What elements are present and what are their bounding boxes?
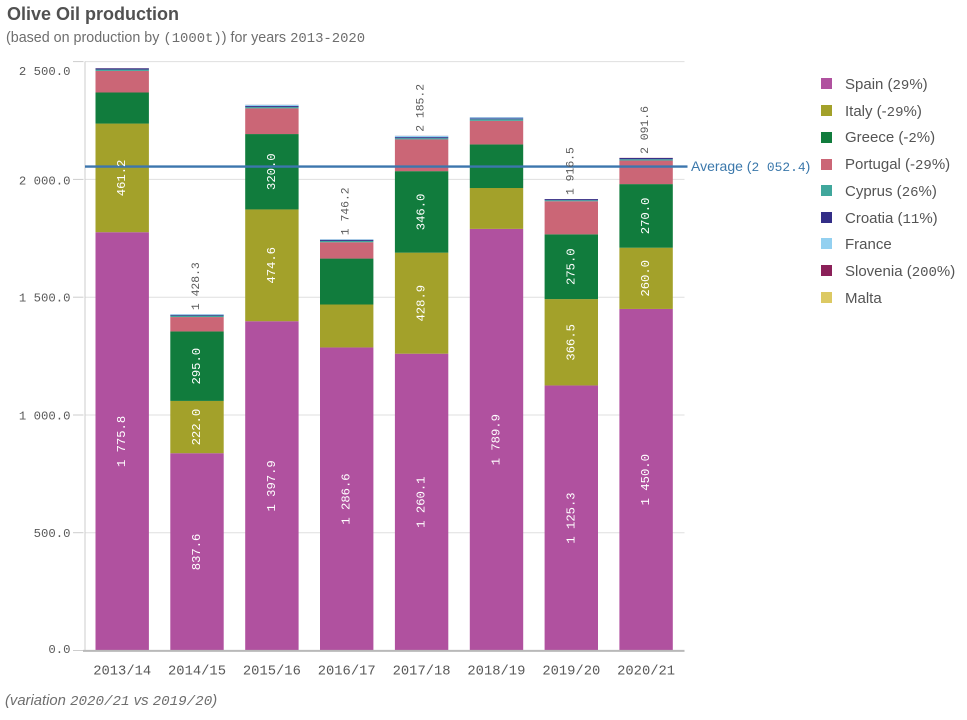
svg-text:428.9: 428.9 bbox=[415, 285, 429, 322]
svg-text:0.0: 0.0 bbox=[48, 643, 70, 657]
svg-text:275.0: 275.0 bbox=[564, 248, 578, 285]
svg-text:500.0: 500.0 bbox=[34, 527, 71, 541]
svg-text:1 397.9: 1 397.9 bbox=[265, 460, 279, 511]
svg-text:2 500.0: 2 500.0 bbox=[19, 65, 71, 79]
svg-text:260.0: 260.0 bbox=[639, 260, 653, 297]
svg-text:1 450.0: 1 450.0 bbox=[639, 454, 653, 505]
svg-text:2 000.0: 2 000.0 bbox=[19, 175, 71, 189]
svg-text:346.0: 346.0 bbox=[415, 194, 429, 231]
svg-text:1 125.3: 1 125.3 bbox=[564, 492, 578, 543]
svg-text:1 775.8: 1 775.8 bbox=[115, 416, 129, 467]
svg-text:2013/14: 2013/14 bbox=[93, 664, 151, 680]
svg-text:1 286.6: 1 286.6 bbox=[340, 473, 354, 524]
svg-text:474.6: 474.6 bbox=[265, 247, 279, 284]
svg-text:2016/17: 2016/17 bbox=[318, 664, 376, 680]
svg-text:2014/15: 2014/15 bbox=[168, 664, 226, 680]
svg-text:270.0: 270.0 bbox=[639, 198, 653, 235]
svg-text:366.5: 366.5 bbox=[564, 324, 578, 361]
svg-text:2018/19: 2018/19 bbox=[467, 664, 525, 680]
svg-text:2017/18: 2017/18 bbox=[393, 664, 451, 680]
svg-text:295.0: 295.0 bbox=[190, 348, 204, 385]
svg-text:1 746.2: 1 746.2 bbox=[341, 187, 353, 235]
svg-text:1 428.3: 1 428.3 bbox=[191, 262, 203, 310]
svg-text:1 500.0: 1 500.0 bbox=[19, 292, 71, 306]
svg-text:1 789.9: 1 789.9 bbox=[489, 414, 503, 465]
svg-text:2019/20: 2019/20 bbox=[542, 664, 600, 680]
svg-text:1 916.5: 1 916.5 bbox=[565, 147, 577, 195]
svg-text:320.0: 320.0 bbox=[265, 153, 279, 190]
svg-text:2015/16: 2015/16 bbox=[243, 664, 301, 680]
svg-text:2 091.6: 2 091.6 bbox=[640, 106, 652, 154]
svg-text:461.2: 461.2 bbox=[115, 160, 129, 197]
svg-text:2 185.2: 2 185.2 bbox=[416, 84, 428, 132]
svg-text:1 260.1: 1 260.1 bbox=[415, 476, 429, 527]
svg-text:222.0: 222.0 bbox=[190, 409, 204, 446]
svg-text:2020/21: 2020/21 bbox=[617, 664, 675, 680]
svg-text:837.6: 837.6 bbox=[190, 534, 204, 571]
svg-text:1 000.0: 1 000.0 bbox=[19, 410, 71, 424]
